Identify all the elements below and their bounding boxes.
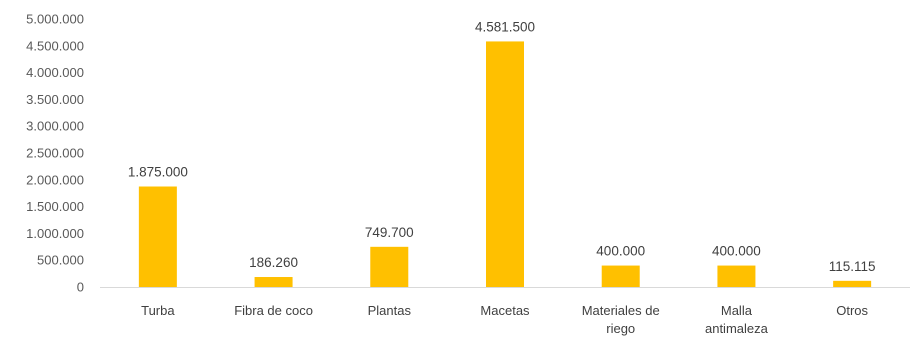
- bar: [601, 265, 640, 287]
- data-label: 186.260: [249, 255, 298, 270]
- data-label: 1.875.000: [128, 165, 188, 180]
- category-label: antimaleza: [705, 321, 769, 336]
- y-tick-label: 2.500.000: [26, 146, 84, 161]
- bar: [138, 186, 177, 287]
- data-labels-group: 1.875.000 186.260 749.700 4.581.500 400.000 4…: [128, 19, 876, 273]
- category-label: Malla: [721, 303, 753, 318]
- category-label: Plantas: [368, 303, 412, 318]
- category-label: Macetas: [480, 303, 530, 318]
- data-label: 115.115: [829, 259, 876, 274]
- data-label: 4.581.500: [475, 19, 535, 34]
- y-tick-label: 4.000.000: [26, 65, 84, 80]
- y-axis: 0 500.000 1.000.000 1.500.000 2.000.000 2.500…: [26, 12, 84, 295]
- y-tick-label: 1.500.000: [26, 199, 84, 214]
- category-label: Materiales de: [582, 303, 660, 318]
- y-tick-label: 500.000: [37, 253, 84, 268]
- y-tick-label: 0: [77, 280, 84, 295]
- y-tick-label: 3.000.000: [26, 119, 84, 134]
- y-tick-label: 1.000.000: [26, 226, 84, 241]
- bar: [370, 246, 409, 287]
- y-tick-label: 3.500.000: [26, 92, 84, 107]
- data-label: 400.000: [712, 244, 761, 259]
- category-label: riego: [606, 321, 635, 336]
- bars-group: [138, 41, 872, 288]
- bar: [717, 265, 756, 287]
- bar: [486, 41, 524, 288]
- y-tick-label: 2.000.000: [26, 172, 84, 187]
- category-label: Fibra de coco: [234, 303, 313, 318]
- y-tick-label: 5.000.000: [26, 12, 84, 27]
- bar: [254, 277, 293, 287]
- x-axis: Turba Fibra de coco Plantas Macetas Material…: [100, 287, 910, 336]
- bar: [833, 280, 872, 287]
- data-label: 749.700: [365, 225, 414, 240]
- y-tick-label: 4.500.000: [26, 38, 84, 53]
- data-label: 400.000: [596, 244, 645, 259]
- category-label: Otros: [836, 303, 868, 318]
- category-label: Turba: [141, 303, 175, 318]
